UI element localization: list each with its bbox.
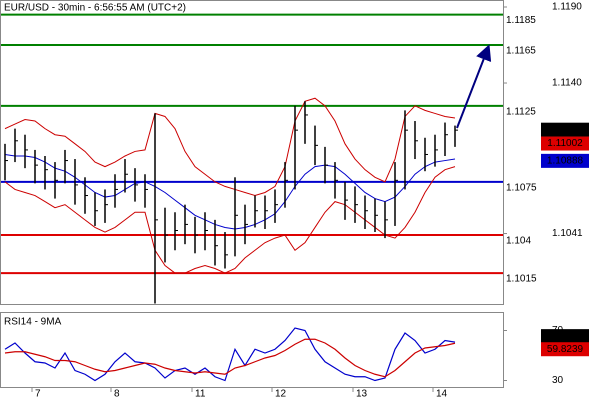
level-label: 1.1125	[506, 106, 536, 117]
overlay-line	[4, 97, 456, 197]
price-panel	[0, 0, 504, 305]
x-tick-label: 12	[275, 389, 287, 400]
x-tick-label: 14	[436, 389, 448, 400]
projection-arrow	[456, 44, 492, 129]
x-tick-label: 13	[356, 389, 368, 400]
price-box	[541, 136, 589, 151]
rsi-box	[541, 329, 589, 344]
price-box	[541, 122, 589, 137]
level-label: 1.1075	[506, 182, 537, 193]
rsi-panel	[0, 312, 504, 388]
level-label: 1.1185	[506, 15, 536, 26]
level-label: 1.1015	[506, 274, 537, 285]
price-box	[541, 153, 589, 168]
rsi-box	[541, 342, 589, 357]
rsi-box-label: 60.6904	[547, 331, 584, 342]
x-tick-label: 8	[114, 389, 120, 400]
rsi-box-label: 59.8239	[547, 344, 584, 355]
overlay-line	[4, 153, 456, 230]
y-tick-label: 1.1041	[552, 228, 583, 239]
level-label: 1.104	[506, 236, 531, 247]
price-box-label: 1.11002	[547, 138, 583, 149]
level-label: 1.1165	[506, 46, 536, 57]
rsi-line	[4, 338, 456, 378]
price-box-label: 1.10888	[547, 156, 584, 167]
rsi-title: RSI14 - 9MA	[4, 317, 62, 328]
rsi-tick-label: 30	[552, 375, 564, 386]
price-box-label: 1.11093	[547, 124, 583, 135]
overlay-line	[4, 166, 456, 274]
x-tick-label: 11	[195, 389, 206, 400]
rsi-line	[4, 327, 456, 382]
y-tick-label: 1.1140	[552, 78, 582, 89]
x-tick-label: 7	[35, 389, 41, 400]
chart-title: EUR/USD - 30min - 6:56:55 AM (UTC+2)	[4, 3, 186, 14]
y-tick-label: 1.1190	[552, 2, 582, 13]
